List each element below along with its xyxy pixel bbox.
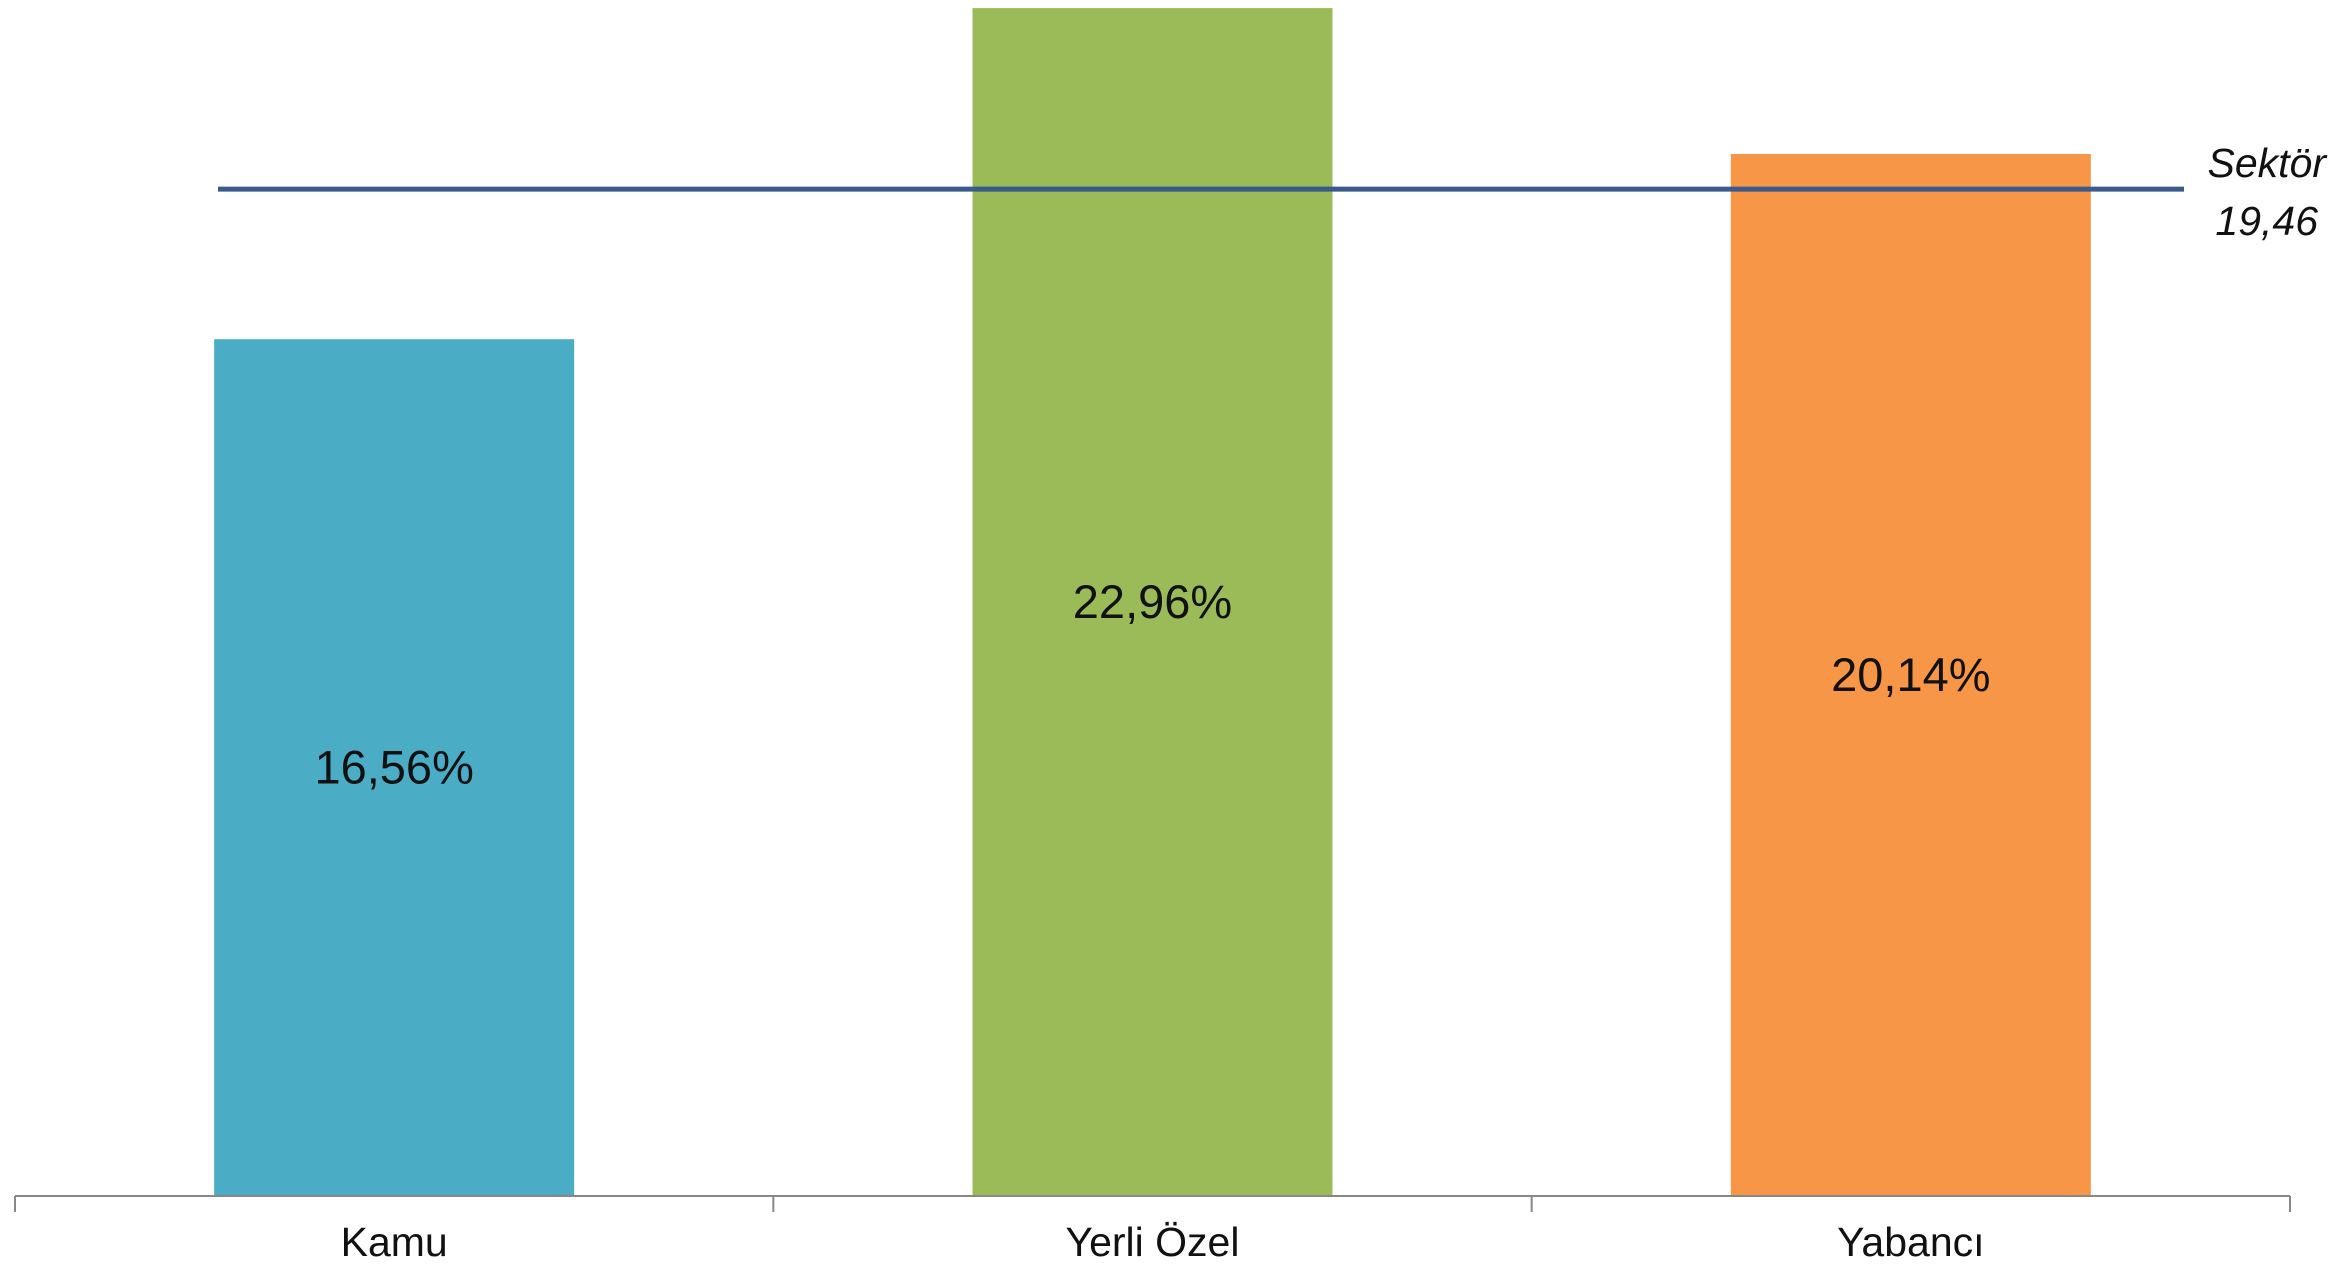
bar-1 [214, 339, 575, 1196]
x-tick-label-2: Yerli Özel [1066, 1219, 1240, 1265]
sector-reference-name: Sektör [2208, 140, 2329, 186]
data-label-1: 16,56% [314, 741, 473, 794]
sector-reference-value: 19,46 [2215, 198, 2318, 244]
x-tick-label-1: Kamu [341, 1219, 448, 1265]
x-axis [14, 1195, 2291, 1212]
bars [214, 8, 2091, 1197]
x-tick-label-3: Yabancı [1837, 1219, 1984, 1265]
labels: 16,56% Kamu 22,96% Yerli Özel 20,14% Yabancı S… [314, 140, 2328, 1265]
bar-2 [972, 8, 1333, 1196]
bar-3 [1730, 153, 2091, 1197]
data-label-3: 20,14% [1831, 648, 1990, 701]
data-label-2: 22,96% [1073, 575, 1232, 628]
